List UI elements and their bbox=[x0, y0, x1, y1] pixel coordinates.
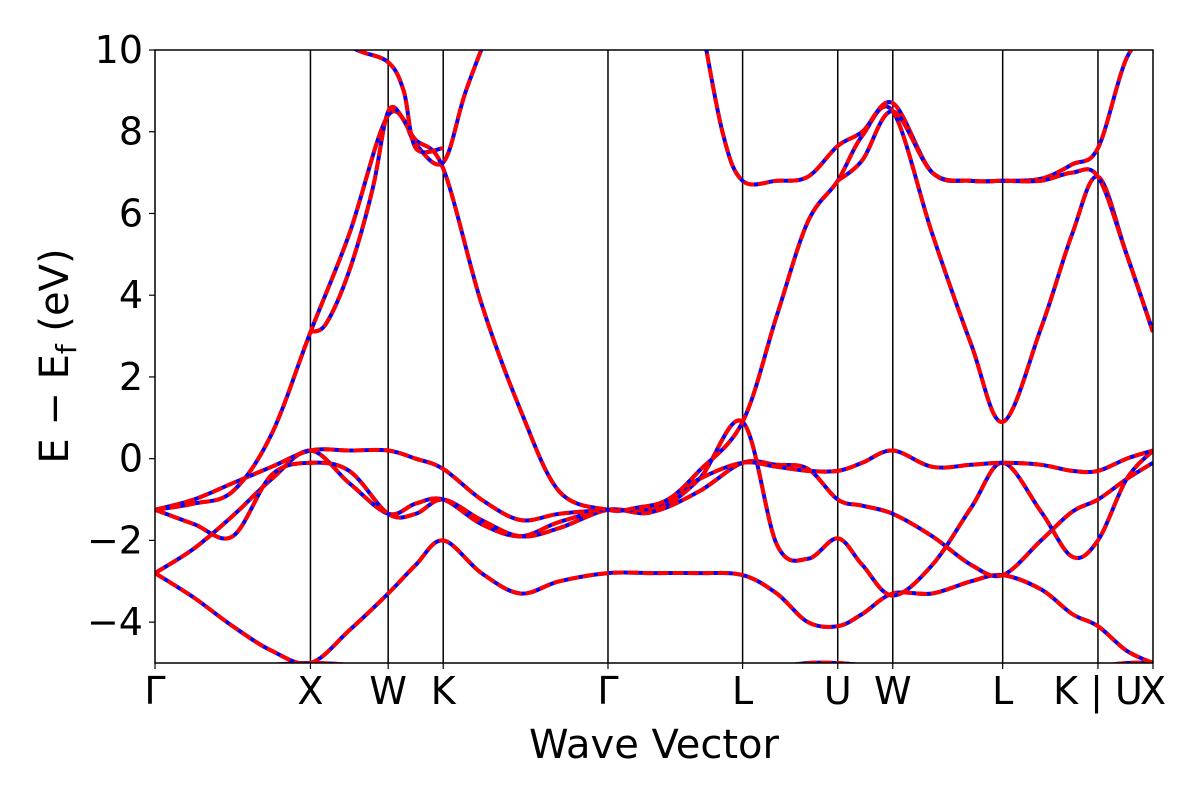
y-axis-label: E − Ef (eV) bbox=[32, 248, 83, 463]
x-tick-label: W bbox=[874, 669, 912, 713]
y-tick-label: −4 bbox=[87, 600, 143, 644]
y-tick-label: 8 bbox=[119, 110, 143, 154]
x-tick-label: L bbox=[732, 669, 753, 713]
y-axis-label-main: E − E bbox=[32, 354, 78, 464]
x-tick-label: X bbox=[1140, 669, 1166, 713]
plot-frame bbox=[154, 49, 1154, 664]
x-tick-label: K | U bbox=[1053, 669, 1143, 714]
x-tick-label: X bbox=[297, 669, 323, 713]
band-6-dashed bbox=[309, 50, 484, 334]
x-tick-label: Γ bbox=[597, 669, 618, 713]
band-1-dashed bbox=[155, 538, 1153, 663]
y-axis-label-unit: (eV) bbox=[32, 248, 78, 344]
plot-background bbox=[155, 50, 1153, 663]
y-tick-label: −2 bbox=[87, 518, 143, 562]
band-2-dashed bbox=[155, 448, 1153, 579]
band-lines bbox=[155, 50, 1153, 663]
x-tick-label: Γ bbox=[144, 669, 165, 713]
x-tick-label: L bbox=[992, 669, 1013, 713]
band-7-dashed bbox=[352, 50, 444, 155]
y-tick-label: 0 bbox=[119, 437, 143, 481]
x-tick-label: K bbox=[431, 669, 457, 713]
y-tick-label: 10 bbox=[95, 28, 143, 72]
band-4-dashed bbox=[155, 447, 1153, 523]
y-tick-label: 6 bbox=[119, 191, 143, 235]
y-axis-label-subscript: f bbox=[50, 343, 83, 354]
x-axis-label: Wave Vector bbox=[529, 722, 780, 768]
y-axis-ticks: 10 8 6 4 2 0 −2 −4 bbox=[87, 28, 155, 644]
y-tick-label: 4 bbox=[119, 273, 143, 317]
x-tick-label: U bbox=[824, 669, 852, 713]
band-5-dashed bbox=[155, 104, 1153, 513]
x-tick-label: W bbox=[369, 669, 407, 713]
y-tick-label: 2 bbox=[119, 355, 143, 399]
band-9-dashed bbox=[836, 109, 1153, 333]
